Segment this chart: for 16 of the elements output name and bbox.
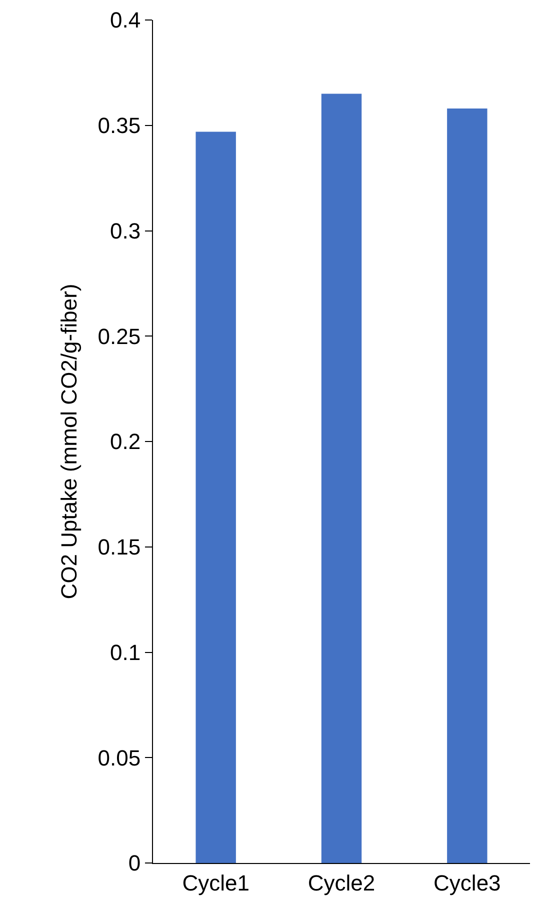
y-tick-label: 0.3 <box>110 218 141 244</box>
y-tick-label: 0.4 <box>110 8 141 33</box>
y-tick-label: 0.2 <box>110 429 141 454</box>
x-tick-label: Cycle2 <box>308 870 376 896</box>
bar <box>447 108 488 863</box>
y-tick-label: 0.15 <box>98 534 141 560</box>
bar <box>196 132 236 863</box>
y-tick-label: 0 <box>128 850 141 876</box>
y-tick-label: 0.1 <box>110 640 141 665</box>
x-tick-label: Cycle1 <box>182 870 250 896</box>
bar <box>321 94 362 863</box>
y-tick-label: 0.05 <box>98 745 141 770</box>
y-tick-label: 0.35 <box>98 113 141 138</box>
x-tick-label: Cycle3 <box>434 870 501 896</box>
y-axis-title: CO2 Uptake (mmol CO2/g-fiber) <box>56 284 82 600</box>
y-tick-label: 0.25 <box>98 324 141 349</box>
